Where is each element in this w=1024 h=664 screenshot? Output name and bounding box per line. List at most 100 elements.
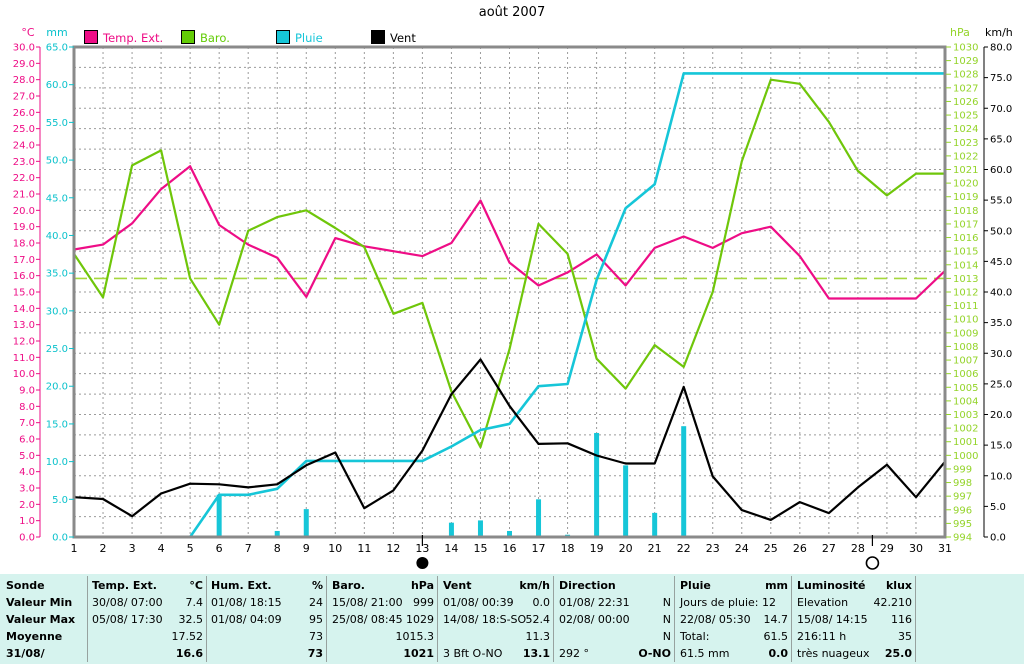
- cell-datetime: 15/08/ 14:15: [797, 613, 868, 626]
- column-name: Vent: [443, 579, 472, 592]
- baro-axis-label: 1019: [953, 192, 978, 203]
- temp-axis-label: 18.0: [13, 239, 35, 250]
- baro-axis-label: 1005: [953, 383, 978, 394]
- temp-axis-label: 29.0: [13, 59, 35, 70]
- wind-axis-label: 50.0: [990, 226, 1012, 237]
- baro-axis-label: 1000: [953, 451, 978, 462]
- rain-bar: [594, 432, 600, 537]
- column-name: Pluie: [680, 579, 711, 592]
- temp-axis-label: 13.0: [13, 320, 35, 331]
- baro-axis-label: 996: [953, 505, 972, 516]
- wind-axis-unit: km/h: [985, 26, 1013, 39]
- cell-value: 16.6: [175, 647, 203, 660]
- day-label: 28: [851, 542, 865, 555]
- rain-axis-label: 50.0: [46, 156, 68, 167]
- day-label: 18: [561, 542, 575, 555]
- cell-datetime: 22/08/ 05:30: [680, 613, 751, 626]
- baro-axis-label: 1001: [953, 437, 978, 448]
- temp-axis-unit: °C: [21, 26, 35, 39]
- cell-datetime: 01/08/ 22:31: [559, 596, 630, 609]
- baro-axis-label: 1030: [953, 43, 978, 54]
- wind-axis-label: 0.0: [990, 533, 1006, 544]
- day-label: 5: [187, 542, 194, 555]
- baro-axis-label: 1018: [953, 206, 978, 217]
- wind-axis-label: 80.0: [990, 43, 1012, 54]
- table-column-separator: [437, 576, 438, 662]
- column-name: Baro.: [332, 579, 365, 592]
- cell-datetime: Jours de pluie: 12: [680, 596, 776, 609]
- cell-value: 95: [309, 613, 323, 626]
- column-name: Temp. Ext.: [92, 579, 157, 592]
- temp-axis-label: 26.0: [13, 108, 35, 119]
- baro-axis-label: 1003: [953, 410, 978, 421]
- day-label: 20: [619, 542, 633, 555]
- cell-value: 13.1: [522, 647, 550, 660]
- vent-legend-swatch-icon: [371, 30, 385, 44]
- baro-axis-label: 1027: [953, 83, 978, 94]
- wind-axis-label: 70.0: [990, 104, 1012, 115]
- cell-datetime: 15/08/ 21:00: [332, 596, 403, 609]
- column-unit: klux: [885, 579, 912, 592]
- cell-value: 52.4: [525, 613, 551, 626]
- day-label: 4: [158, 542, 165, 555]
- table-column-separator: [674, 576, 675, 662]
- chart-title: août 2007: [478, 5, 546, 20]
- wind-axis-label: 60.0: [990, 165, 1012, 176]
- column-unit: hPa: [410, 579, 434, 592]
- day-label: 7: [245, 542, 252, 555]
- baro-axis-label: 1012: [953, 288, 978, 299]
- day-label: 1: [71, 542, 78, 555]
- baro-axis-label: 1020: [953, 179, 978, 190]
- rain-axis-label: 30.0: [46, 306, 68, 317]
- cell-datetime: 01/08/ 00:39: [443, 596, 514, 609]
- cell-value: 0.0: [768, 647, 789, 660]
- baro-axis-label: 1004: [953, 396, 978, 407]
- table-column-separator: [915, 576, 916, 662]
- temp-axis-label: 27.0: [13, 92, 35, 103]
- pluie-legend-label: Pluie: [295, 31, 323, 45]
- table-row-label: Valeur Min: [6, 596, 73, 609]
- baro-axis-label: 1015: [953, 247, 978, 258]
- temp-axis-label: 11.0: [13, 353, 35, 364]
- rain-bar: [216, 494, 222, 537]
- day-label: 21: [648, 542, 662, 555]
- cell-datetime: 05/08/ 17:30: [92, 613, 163, 626]
- baro-axis-label: 1025: [953, 111, 978, 122]
- day-label: 2: [100, 542, 107, 555]
- rain-bar: [536, 499, 542, 537]
- baro-axis-label: 997: [953, 492, 972, 503]
- cell-value: 0.0: [532, 596, 551, 609]
- baro-axis-label: 1029: [953, 56, 978, 67]
- legend-item-vent: Vent: [371, 30, 416, 45]
- wind-axis-label: 75.0: [990, 73, 1012, 84]
- baro-legend-label: Baro.: [200, 31, 230, 45]
- rain-axis-label: 25.0: [46, 344, 68, 355]
- cell-value: 11.3: [525, 630, 551, 643]
- day-label: 31: [938, 542, 952, 555]
- cell-datetime: 25/08/ 08:45: [332, 613, 403, 626]
- cell-datetime: très nuageux: [797, 647, 870, 660]
- baro-axis-label: 999: [953, 464, 972, 475]
- rain-axis-label: 35.0: [46, 269, 68, 280]
- column-unit: %: [311, 579, 323, 592]
- temp-line: [72, 165, 947, 300]
- cell-value: 7.4: [185, 596, 204, 609]
- day-label: 3: [129, 542, 136, 555]
- rain-bar: [652, 512, 658, 537]
- baro-axis-label: 1016: [953, 233, 978, 244]
- cell-datetime: 61.5 mm: [680, 647, 730, 660]
- rain-axis-unit: mm: [46, 26, 68, 39]
- column-name: Hum. Ext.: [211, 579, 272, 592]
- new-moon-icon: [416, 557, 429, 569]
- temp-axis-label: 17.0: [13, 255, 35, 266]
- cell-datetime: Elevation: [797, 596, 849, 609]
- table-column-separator: [791, 576, 792, 662]
- temp-axis-label: 21.0: [13, 190, 35, 201]
- baro-axis-label: 998: [953, 478, 972, 489]
- rain-axis-label: 40.0: [46, 231, 68, 242]
- cell-value: 14.7: [763, 613, 789, 626]
- baro-legend-swatch-icon: [181, 30, 195, 44]
- baro-axis-label: 1011: [953, 301, 978, 312]
- column-unit: mm: [765, 579, 788, 592]
